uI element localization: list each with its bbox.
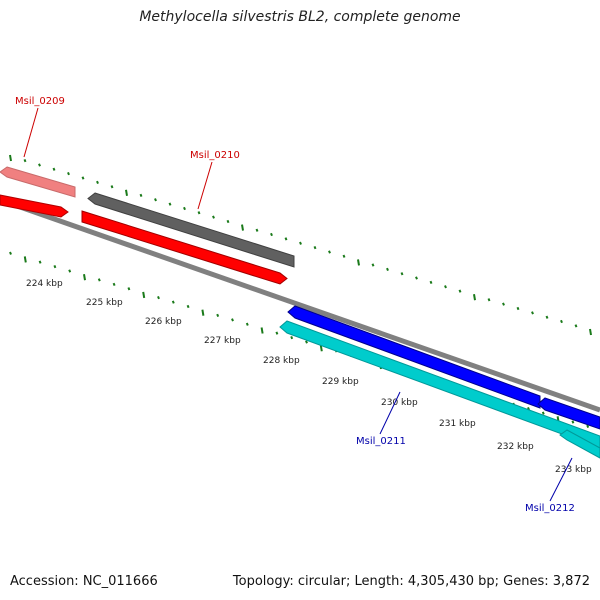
tick-mark xyxy=(313,245,317,250)
tick-mark xyxy=(38,163,41,167)
tick-label: 230 kbp xyxy=(381,398,418,408)
tick-mark xyxy=(241,224,244,231)
tick-mark xyxy=(487,298,491,302)
tick-mark xyxy=(400,272,404,276)
tick-mark xyxy=(516,306,520,311)
cds-msil-0211 xyxy=(287,305,541,409)
gene-label-leader xyxy=(549,457,573,502)
tick-label: 231 kbp xyxy=(439,419,476,429)
tick-mark xyxy=(67,172,70,176)
tick-mark xyxy=(125,189,128,196)
tick-label: 225 kbp xyxy=(86,298,123,308)
tick-mark xyxy=(290,335,294,340)
topology-summary: Topology: circular; Length: 4,305,430 bp… xyxy=(232,574,590,589)
tick-mark xyxy=(284,237,288,241)
tick-mark xyxy=(571,420,575,424)
tick-label: 224 kbp xyxy=(26,279,63,289)
tick-mark xyxy=(197,211,201,215)
tick-mark xyxy=(275,331,279,335)
tick-mark xyxy=(589,328,592,336)
tick-mark xyxy=(23,158,27,163)
tick-label: 232 kbp xyxy=(497,442,534,452)
tick-mark xyxy=(415,276,418,280)
tick-mark xyxy=(142,291,146,299)
tick-mark xyxy=(139,193,143,198)
genome-backbone xyxy=(0,197,600,413)
cds-msil-0209 xyxy=(0,194,69,218)
gene-feature-msil-0211 xyxy=(279,320,600,449)
tick-mark xyxy=(97,278,101,282)
tick-mark xyxy=(328,250,331,254)
cds-msil-0210 xyxy=(81,210,288,285)
tick-mark xyxy=(245,322,249,326)
tick-label: 227 kbp xyxy=(204,336,241,346)
tick-mark xyxy=(342,254,346,258)
tick-mark xyxy=(9,251,12,255)
tick-label: 229 kbp xyxy=(322,377,359,387)
tick-mark xyxy=(545,315,549,319)
tick-label: 233 kbp xyxy=(555,465,592,475)
tick-mark xyxy=(299,241,302,245)
tick-mark xyxy=(23,256,27,263)
tick-mark xyxy=(186,304,190,309)
gene-label-leader xyxy=(197,161,213,210)
tick-mark xyxy=(53,264,57,269)
tick-mark xyxy=(127,287,131,291)
tick-mark xyxy=(212,215,215,219)
tick-mark xyxy=(260,327,264,334)
gene-label: Msil_0210 xyxy=(190,150,240,161)
tick-mark xyxy=(386,267,389,271)
tick-mark xyxy=(319,345,323,352)
tick-label: 226 kbp xyxy=(145,317,182,327)
tick-mark xyxy=(502,302,505,306)
tick-mark xyxy=(183,206,186,211)
tick-mark xyxy=(458,289,462,293)
gene-label-leader xyxy=(379,391,401,435)
gene-feature-msil-0210 xyxy=(87,192,295,268)
tick-mark xyxy=(157,296,160,300)
tick-mark xyxy=(216,313,220,318)
tick-mark xyxy=(201,309,205,316)
tick-mark xyxy=(357,259,360,266)
tick-mark xyxy=(154,198,157,202)
gene-feature-msil-0212 xyxy=(559,429,600,459)
tick-mark xyxy=(473,294,476,301)
accession-text: Accession: NC_011666 xyxy=(10,574,158,589)
tick-label: 228 kbp xyxy=(263,356,300,366)
tick-mark xyxy=(429,280,433,285)
tick-mark xyxy=(444,285,447,289)
tick-mark xyxy=(586,424,590,429)
tick-mark xyxy=(110,185,114,189)
gene-label: Msil_0209 xyxy=(15,96,65,107)
gene-label: Msil_0212 xyxy=(525,503,575,514)
tick-mark xyxy=(574,324,578,328)
tick-mark xyxy=(171,300,175,304)
cds-msil-0212 xyxy=(537,397,600,430)
tick-mark xyxy=(231,318,234,322)
tick-mark xyxy=(371,263,375,267)
tick-mark xyxy=(112,282,116,286)
tick-mark xyxy=(81,176,85,180)
tick-mark xyxy=(560,319,563,324)
tick-mark xyxy=(52,167,56,171)
gene-feature-msil-0209 xyxy=(0,166,76,198)
tick-mark xyxy=(541,411,545,415)
gene-label-leader xyxy=(23,107,39,158)
map-title: Methylocella silvestris BL2, complete ge… xyxy=(139,9,461,25)
tick-mark xyxy=(38,260,42,264)
tick-mark xyxy=(96,180,99,184)
tick-mark xyxy=(270,232,273,237)
tick-mark xyxy=(255,228,259,232)
tick-mark xyxy=(305,340,308,344)
tick-mark xyxy=(531,311,534,315)
tick-mark xyxy=(168,202,172,206)
gene-label: Msil_0211 xyxy=(356,436,406,447)
tick-mark xyxy=(226,219,230,224)
tick-mark xyxy=(9,154,12,162)
tick-mark xyxy=(68,269,72,273)
tick-mark xyxy=(83,274,86,281)
